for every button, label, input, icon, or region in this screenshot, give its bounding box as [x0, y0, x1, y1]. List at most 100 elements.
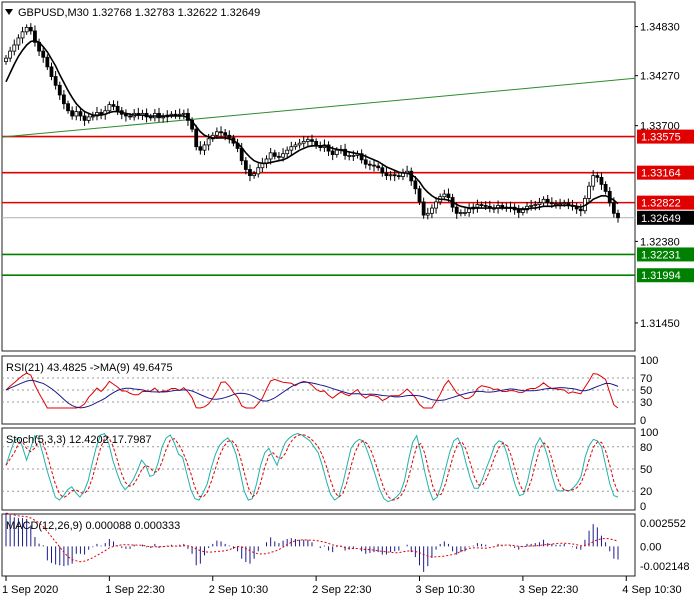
candle-body — [8, 50, 13, 59]
candle-body — [148, 116, 153, 119]
candle-body — [562, 202, 567, 205]
level-price-tag — [637, 165, 694, 180]
candle-body — [82, 115, 87, 121]
candle-body — [413, 180, 418, 190]
candle-body — [367, 163, 372, 166]
candle-body — [78, 111, 83, 117]
symbol-header: GBPUSD,M30 1.32768 1.32783 1.32622 1.326… — [5, 7, 260, 19]
candle-body — [380, 167, 385, 174]
candle-body — [53, 76, 58, 86]
candle-body — [372, 164, 376, 167]
candle-body — [289, 146, 294, 151]
candle-body — [297, 142, 302, 146]
candle-body — [177, 113, 182, 116]
level-price-tag — [637, 268, 694, 283]
price-tick-label: 1.34270 — [640, 71, 680, 83]
macd-panel-frame — [1, 513, 636, 577]
candle-body — [268, 152, 273, 160]
candle-body — [206, 138, 211, 146]
level-price-tag — [637, 195, 694, 210]
candle-body — [90, 115, 95, 118]
candle-body — [99, 112, 104, 115]
indicator-tick-label: 70 — [640, 373, 652, 385]
candle-body — [194, 128, 199, 148]
candle-body — [161, 116, 166, 119]
candle-body — [463, 212, 467, 214]
macd-tick-label: 0.002552 — [640, 518, 686, 530]
candle-body — [223, 132, 228, 136]
candle-body — [57, 84, 62, 96]
candle-body — [376, 165, 381, 169]
triangle-down-icon[interactable] — [5, 9, 13, 15]
candle-body — [347, 155, 352, 157]
time-tick-label: 4 Sep 10:30 — [622, 584, 681, 596]
macd-histogram — [5, 513, 619, 572]
last-price-label: 1.32649 — [641, 213, 681, 225]
level-price-label: 1.32231 — [641, 249, 681, 261]
price-tick-label: 1.31450 — [640, 318, 680, 330]
candle-body — [554, 203, 558, 206]
candle-body — [28, 27, 33, 32]
candle-body — [272, 152, 277, 157]
candle-body — [285, 149, 290, 155]
macd-tick-label: 0.00 — [640, 541, 661, 553]
candle-body — [454, 206, 459, 214]
candle-body — [4, 57, 8, 63]
rsi-line — [5, 372, 619, 409]
candle-body — [591, 175, 596, 187]
candle-body — [330, 150, 335, 155]
candle-body — [124, 113, 128, 117]
stochastic-panel[interactable]: Stoch(5,3,3) 12.4202 17.7987 — [1, 427, 636, 511]
trend-line[interactable] — [1, 77, 636, 138]
candle-body — [479, 204, 484, 206]
candle-body — [202, 144, 207, 151]
indicator-tick-label: 50 — [640, 464, 652, 476]
stochastic-signal-line — [5, 433, 619, 501]
candle-body — [425, 212, 430, 216]
candle-body — [181, 112, 186, 115]
rsi-levels — [2, 377, 635, 403]
candle-body — [541, 198, 546, 204]
time-tick-label: 3 Sep 22:30 — [519, 584, 578, 596]
candle-body — [86, 116, 91, 121]
horizontal-levels[interactable] — [2, 135, 635, 277]
candle-body — [520, 209, 525, 213]
time-axis: 1 Sep 2020 1 Sep 22:30 2 Sep 10:30 2 Sep 22… — [2, 576, 682, 596]
candle-body — [214, 131, 219, 136]
candle-body — [33, 30, 37, 43]
candle-body — [310, 139, 314, 142]
candle-body — [70, 110, 75, 117]
macd-axis: 0.002552 0.00 -0.002148 — [640, 518, 690, 573]
candle-body — [49, 66, 54, 77]
price-panel[interactable]: GBPUSD,M30 1.32768 1.32783 1.32622 1.326… — [1, 1, 636, 352]
candle-body — [248, 169, 252, 177]
macd-tick-label: -0.002148 — [640, 561, 690, 573]
macd-panel[interactable]: MACD(12,26,9) 0.000088 0.000333 — [1, 512, 636, 577]
rsi-panel[interactable]: RSI(21) 43.4825 ->MA(9) 49.6475 — [1, 355, 636, 425]
candle-body — [173, 113, 178, 116]
time-tick-label: 1 Sep 22:30 — [105, 584, 164, 596]
candle-body — [252, 173, 257, 177]
stochastic-axis: 100 80 50 20 0 — [640, 427, 658, 513]
candle-body — [128, 115, 132, 118]
candle-body — [458, 212, 463, 214]
candle-body — [537, 202, 542, 205]
candle-body — [359, 153, 364, 161]
indicator-tick-label: 100 — [640, 355, 658, 367]
candle-body — [587, 185, 591, 199]
time-tick-label: 2 Sep 22:30 — [312, 584, 371, 596]
level-price-tag — [637, 247, 694, 262]
candle-body — [115, 105, 120, 112]
indicator-tick-label: 100 — [640, 427, 658, 439]
candle-body — [95, 112, 99, 117]
candle-body — [533, 204, 538, 206]
candle-body — [227, 134, 232, 139]
candle-body — [388, 174, 393, 177]
candle-body — [396, 175, 401, 178]
indicator-tick-label: 50 — [640, 385, 652, 397]
candle-body — [545, 198, 550, 204]
price-panel-frame — [1, 1, 636, 352]
